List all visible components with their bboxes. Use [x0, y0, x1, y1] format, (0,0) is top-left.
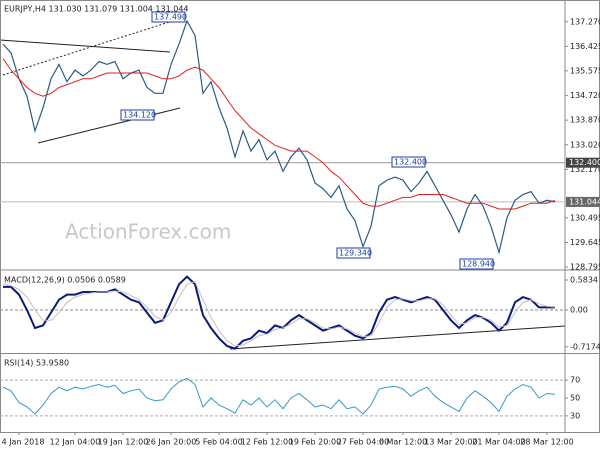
x-tick-label: 5 Feb 04:00 — [195, 438, 242, 447]
y-tick-label: 133.020 — [570, 140, 600, 149]
y-tick-label: -0.7174 — [570, 342, 600, 351]
x-tick-label: 12 Jan 04:00 — [50, 438, 101, 447]
annotation: 128.940 — [462, 260, 495, 269]
level-label: 131.044 — [569, 197, 600, 206]
series-line — [2, 377, 556, 415]
x-tick-label: 6 Mar 12:00 — [379, 438, 427, 447]
x-tick-label: 4 Jan 2018 — [2, 438, 45, 447]
trend-line — [0, 39, 171, 53]
x-tick-label: 26 Jan 20:00 — [146, 438, 197, 447]
series-line — [3, 275, 555, 350]
annotation-box — [336, 247, 371, 259]
annotation-box — [120, 109, 155, 121]
x-tick-label: 13 Mar 20:00 — [424, 438, 477, 447]
y-tick-label: 0.5834 — [570, 276, 598, 285]
y-tick-label: 130.495 — [570, 213, 600, 222]
annotation: 129.340 — [339, 249, 372, 258]
annotation: 132.400 — [394, 158, 427, 167]
y-tick-label: 50 — [570, 393, 580, 402]
trend-line — [37, 107, 181, 144]
trend-line — [229, 325, 566, 350]
annotation-box — [151, 11, 186, 23]
panel-header: MACD(12,26,9) 0.0506 0.0589 — [4, 276, 126, 285]
y-tick-label: 133.870 — [570, 116, 600, 125]
x-tick-label: 12 Feb 12:00 — [241, 438, 293, 447]
x-tick-label: 27 Feb 04:00 — [337, 438, 389, 447]
x-tick-label: 19 Jan 12:00 — [98, 438, 149, 447]
series-line — [2, 19, 556, 255]
annotation: 137.490 — [154, 13, 187, 22]
series-line — [2, 281, 556, 347]
y-tick-label: 70 — [570, 376, 580, 385]
y-tick-label: 128.795 — [570, 262, 600, 271]
y-tick-label: 129.645 — [570, 238, 600, 247]
level-box — [566, 157, 600, 168]
annotation: 134.120 — [123, 111, 156, 120]
plot-frame — [0, 0, 600, 433]
x-tick-label: 19 Feb 20:00 — [289, 438, 341, 447]
x-tick-label: 28 Mar 12:00 — [520, 438, 573, 447]
y-tick-label: 136.425 — [570, 42, 600, 51]
annotation-box — [391, 156, 426, 168]
y-tick-label: 132.170 — [570, 165, 600, 174]
y-tick-label: 137.270 — [570, 17, 600, 26]
panel-header: RSI(14) 53.9580 — [4, 359, 69, 368]
y-tick-label: 30 — [570, 411, 580, 420]
level-label: 132.400 — [569, 158, 600, 167]
y-tick-label: 135.575 — [570, 66, 600, 75]
series-line — [2, 58, 556, 210]
annotation-box — [459, 258, 494, 270]
watermark: ActionForex.com — [65, 220, 231, 244]
panel-header: EURJPY,H4 131.030 131.079 131.004 131.04… — [4, 5, 189, 14]
x-tick-label: 21 Mar 04:00 — [472, 438, 525, 447]
y-tick-label: 0.00 — [570, 305, 588, 314]
level-box — [566, 196, 600, 207]
y-tick-label: 134.720 — [570, 91, 600, 100]
